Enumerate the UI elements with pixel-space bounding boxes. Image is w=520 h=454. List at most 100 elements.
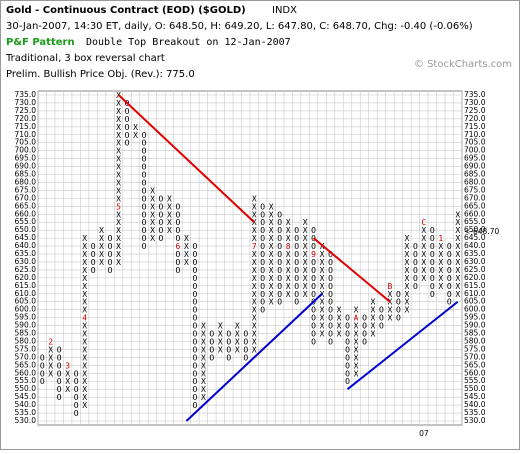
y-tick-label: 675.0 [15,185,37,194]
box-symbol: O [226,337,231,346]
box-symbol: O [159,234,164,243]
box-symbol: X [82,401,87,410]
box-symbol: O [260,242,265,251]
box-symbol: O [260,218,265,227]
y-tick-label: 625.0 [15,265,37,274]
box-symbol: X [269,298,274,307]
box-symbol: X [167,218,172,227]
box-symbol: X [201,377,206,386]
box-symbol: X [201,393,206,402]
box-symbol: X [252,194,257,203]
box-symbol: O [40,361,45,370]
box-symbol: O [277,282,282,291]
y-tick-label: 610.0 [15,289,37,298]
y-tick-label: 635.0 [15,249,37,258]
box-symbol: O [192,385,197,394]
y-tick-label: 720.0 [15,114,37,123]
box-symbol: O [260,298,265,307]
box-symbol: O [430,234,435,243]
box-symbol: O [413,242,418,251]
box-symbol: O [277,274,282,283]
box-symbol: O [311,330,316,339]
y-tick-label-right: 670.0 [464,193,486,202]
box-symbol: O [57,345,62,354]
box-symbol: X [82,361,87,370]
month-marker: C [421,218,426,227]
box-symbol: O [430,250,435,259]
box-symbol: O [192,282,197,291]
box-symbol: O [311,306,316,315]
y-tick-label: 535.0 [15,408,37,417]
box-symbol: O [192,274,197,283]
box-symbol: X [116,171,121,180]
box-symbol: O [396,290,401,299]
box-symbol: O [91,242,96,251]
box-symbol: X [99,242,104,251]
box-symbol: X [201,385,206,394]
y-tick-label-right: 685.0 [464,170,486,179]
box-symbol: X [65,369,70,378]
box-symbol: X [82,306,87,315]
box-symbol: O [345,330,350,339]
box-symbol: X [455,226,460,235]
y-tick-label-right: 530.0 [464,416,486,425]
box-symbol: X [201,369,206,378]
box-symbol: X [354,306,359,315]
y-tick-label-right: 545.0 [464,392,486,401]
box-symbol: X [388,306,393,315]
box-symbol: O [413,282,418,291]
box-symbol: O [447,290,452,299]
y-tick-label: 550.0 [15,384,37,393]
box-symbol: O [192,345,197,354]
box-symbol: X [116,218,121,227]
y-tick-label: 620.0 [15,273,37,282]
box-symbol: X [269,226,274,235]
box-symbol: X [421,258,426,267]
box-symbol: X [320,250,325,259]
x-label: 07 [419,429,429,438]
box-symbol: X [286,250,291,259]
box-symbol: O [91,266,96,275]
box-symbol: O [311,314,316,323]
box-symbol: O [209,330,214,339]
box-symbol: O [447,250,452,259]
y-tick-label: 645.0 [15,233,37,242]
box-symbol: X [388,290,393,299]
box-symbol: O [125,107,130,116]
box-symbol: X [320,274,325,283]
box-symbol: X [303,242,308,251]
box-symbol: O [311,322,316,331]
box-symbol: O [294,258,299,267]
box-symbol: O [125,123,130,132]
box-symbol: O [447,266,452,275]
box-symbol: X [303,218,308,227]
y-tick-label: 665.0 [15,201,37,210]
box-symbol: O [209,353,214,362]
quote: 30-Jan-2007, 14:30 ET, daily, O: 648.50,… [6,21,473,32]
month-marker: 4 [82,314,87,323]
box-symbol: X [404,298,409,307]
box-symbol: X [82,377,87,386]
box-symbol: X [371,306,376,315]
box-symbol: O [311,290,316,299]
box-symbol: X [320,266,325,275]
box-symbol: X [320,298,325,307]
month-marker: B [388,282,393,291]
box-symbol: X [252,218,257,227]
y-tick-label: 695.0 [15,154,37,163]
y-tick-label-right: 725.0 [464,106,486,115]
box-symbol: X [82,393,87,402]
box-symbol: X [116,155,121,164]
box-symbol: O [260,306,265,315]
box-symbol: X [252,274,257,283]
objective: Prelim. Bullish Price Obj. (Rev.): 775.0 [6,69,195,80]
box-symbol: X [286,258,291,267]
